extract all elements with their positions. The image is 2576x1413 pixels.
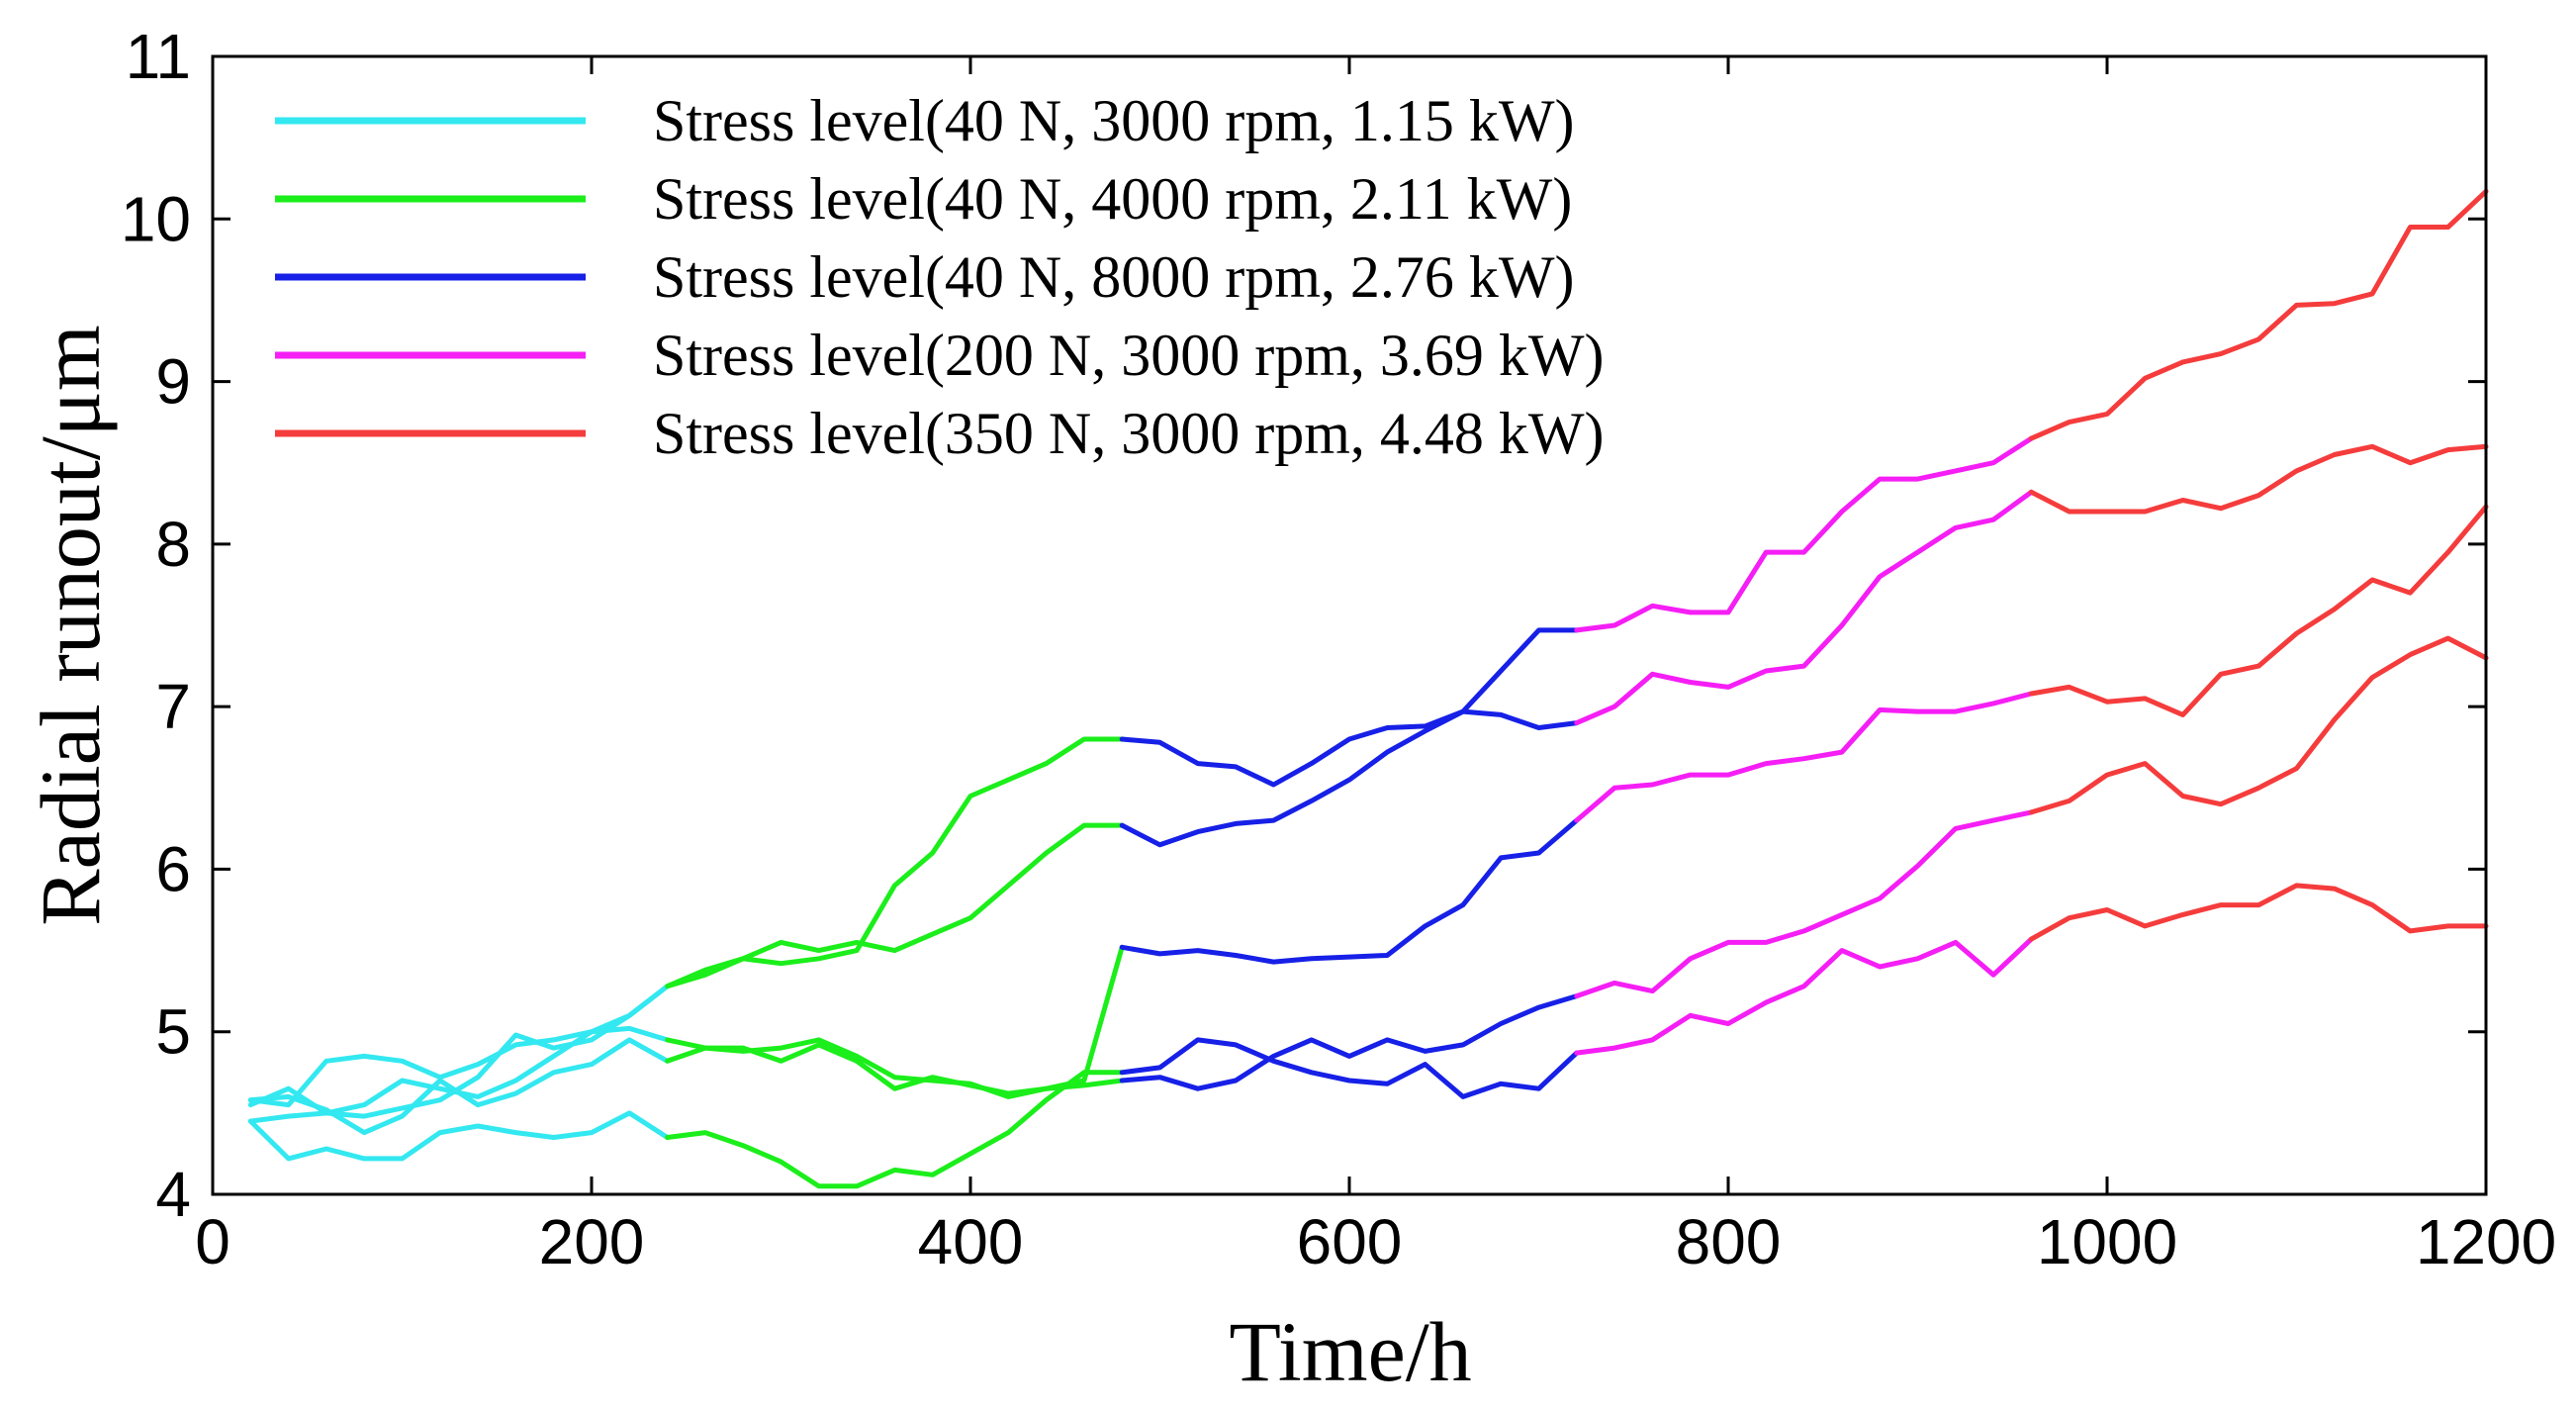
- legend-label-4: Stress level(200 N, 3000 rpm, 3.69 kW): [653, 323, 1605, 388]
- series-4-stress-level-4-line: [1574, 936, 2034, 1056]
- series-1-stress-level-5-line: [2028, 188, 2489, 441]
- x-tick-label: 0: [195, 1206, 230, 1277]
- series-3-stress-level-3-line: [1119, 993, 1580, 1091]
- legend-label-1: Stress level(40 N, 3000 rpm, 1.15 kW): [653, 88, 1575, 153]
- y-tick-label: 11: [126, 21, 191, 92]
- series-3-stress-level-1-line: [247, 1037, 671, 1136]
- y-tick-label: 9: [155, 346, 191, 418]
- y-tick-label: 10: [121, 183, 191, 254]
- x-tick-label: 400: [918, 1206, 1024, 1277]
- series-4-stress-level-5-line: [2028, 883, 2489, 942]
- series-1-stress-level-4-line: [1574, 435, 2034, 633]
- series-2-stress-level-5-line: [2028, 443, 2489, 515]
- x-tick-label: 200: [539, 1206, 645, 1277]
- tick-layer: 0 200 400 600 800 1000 1200 4 5 6 7 8 9 10 11: [121, 21, 2556, 1277]
- series-5: [247, 504, 2489, 1108]
- series-4-stress-level-1-line: [247, 1110, 671, 1162]
- y-tick-label: 6: [155, 833, 191, 904]
- series-5-stress-level-1-line: [247, 1025, 671, 1108]
- series-5-stress-level-5-line: [2028, 504, 2489, 717]
- y-tick-label: 7: [155, 671, 191, 742]
- legend: Stress level(40 N, 3000 rpm, 1.15 kW) Str…: [275, 88, 1605, 466]
- x-tick-label: 600: [1297, 1206, 1403, 1277]
- series-4-stress-level-3-line: [1119, 1037, 1580, 1099]
- x-tick-label: 1000: [2037, 1206, 2177, 1277]
- x-tick-label: 1200: [2416, 1206, 2556, 1277]
- series-2-stress-level-3-line: [1119, 708, 1580, 848]
- series-5-stress-level-4-line: [1574, 691, 2034, 823]
- legend-label-2: Stress level(40 N, 4000 rpm, 2.11 kW): [653, 166, 1572, 232]
- legend-label-3: Stress level(40 N, 8000 rpm, 2.76 kW): [653, 244, 1575, 310]
- series-3-stress-level-5-line: [2028, 635, 2489, 815]
- series-3-stress-level-4-line: [1574, 809, 2034, 999]
- y-axis-title: Radial runout/μm: [23, 325, 118, 925]
- series-1-stress-level-3-line: [1119, 627, 1580, 788]
- y-tick-label: 5: [155, 996, 191, 1068]
- y-tick-label: 8: [155, 509, 191, 580]
- x-axis-title: Time/h: [1229, 1304, 1471, 1399]
- series-2-stress-level-1-line: [247, 984, 671, 1124]
- series-5-stress-level-3-line: [1119, 817, 1580, 965]
- series-2-stress-level-4-line: [1574, 489, 2034, 726]
- series-2: [247, 443, 2489, 1124]
- series-5-stress-level-2-line: [665, 944, 1125, 1099]
- series-4-stress-level-2-line: [665, 1070, 1125, 1189]
- series-2-stress-level-2-line: [665, 822, 1125, 989]
- series-4: [247, 883, 2489, 1189]
- x-tick-label: 800: [1676, 1206, 1782, 1277]
- series-layer: [247, 188, 2489, 1189]
- y-tick-label: 4: [155, 1159, 191, 1230]
- legend-label-5: Stress level(350 N, 3000 rpm, 4.48 kW): [653, 401, 1605, 466]
